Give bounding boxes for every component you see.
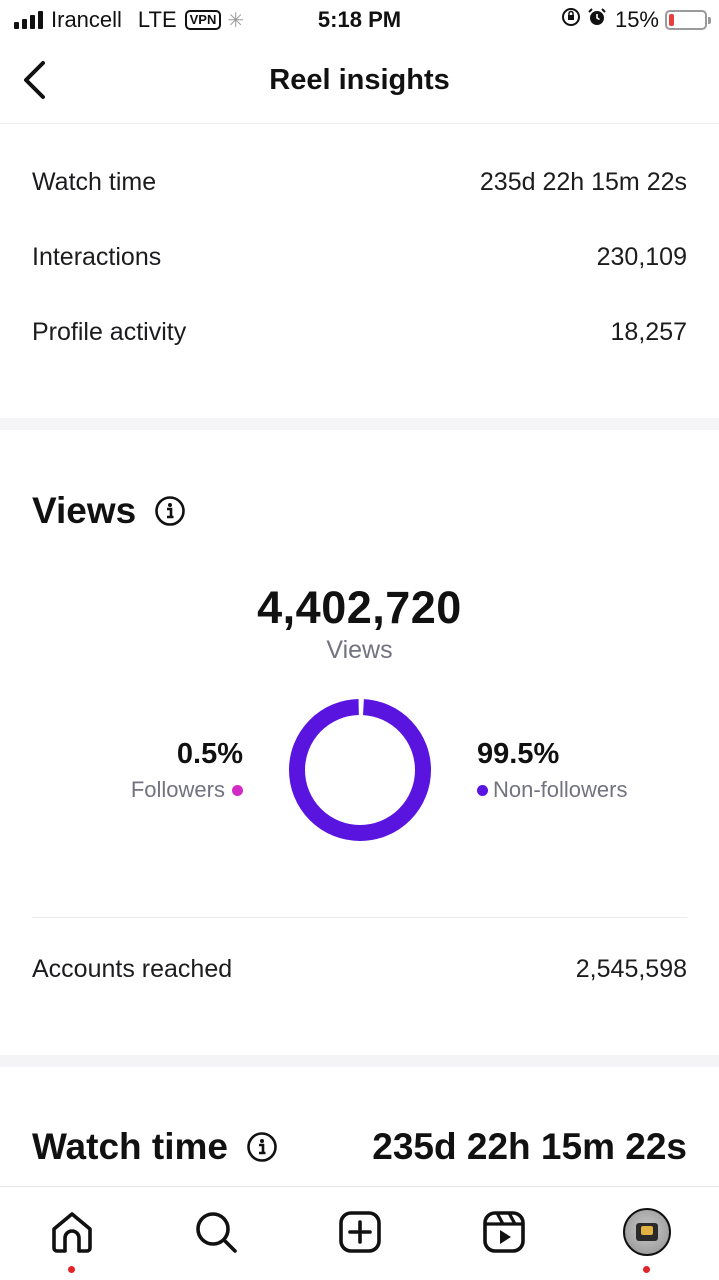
donut-segment-non-followers [289,699,431,841]
metric-value: 230,109 [596,243,687,271]
legend-followers: 0.5% Followers [131,738,243,803]
section-divider [0,418,719,430]
alarm-icon [587,7,607,33]
header: Reel insights [0,40,719,124]
followers-legend-label: Followers [131,777,243,803]
search-icon [196,1212,237,1253]
accounts-reached-row: Accounts reached 2,545,598 [32,955,687,984]
metric-row-interactions[interactable]: Interactions 230,109 [32,243,687,272]
watch-time-value: 235d 22h 15m 22s [372,1126,687,1167]
home-icon [52,1212,92,1253]
nav-home[interactable] [47,1207,97,1257]
metric-row-watch-time: Watch time 235d 22h 15m 22s [32,168,687,197]
reels-icon [483,1211,525,1253]
status-bar-left: Irancell LTE VPN ✳ [14,7,244,33]
followers-label: Followers [130,777,225,802]
non-followers-percent: 99.5% [477,738,560,770]
info-icon[interactable] [246,1131,278,1163]
profile-avatar [623,1208,671,1256]
metric-row-profile-activity[interactable]: Profile activity 18,257 [32,318,687,347]
views-total: 4,402,720 [257,582,462,633]
non-followers-color-dot [477,784,488,796]
watch-time-section-title: Watch time [32,1126,278,1168]
battery-icon [665,10,711,30]
nav-profile[interactable] [622,1207,672,1257]
activity-spinner-icon: ✳ [227,9,245,32]
watch-time-title: Watch time [32,1126,228,1167]
status-time: 5:18 PM [317,7,402,32]
create-icon [339,1211,381,1253]
battery-level-fill [669,14,674,26]
vpn-badge: VPN [184,10,222,30]
views-donut-chart [289,699,431,841]
divider-line [32,917,687,918]
metric-label: Interactions [32,243,162,271]
nav-reels[interactable] [479,1207,529,1257]
chevron-left-icon [24,61,45,99]
views-section-title: Views [32,490,186,532]
profile-notification-dot [643,1266,650,1273]
nav-search[interactable] [191,1207,241,1257]
carrier-name: Irancell [51,7,122,32]
followers-percent: 0.5% [176,738,243,770]
legend-non-followers: 99.5% Non-followers [477,738,628,803]
section-divider [0,1055,719,1067]
nav-create[interactable] [335,1207,385,1257]
page-title: Reel insights [269,64,450,96]
metric-value: 235d 22h 15m 22s [479,168,687,196]
network-type: LTE [137,7,177,32]
signal-icon [14,11,43,29]
followers-color-dot [232,784,243,796]
back-button[interactable] [14,58,54,102]
status-bar-right: 15% [561,7,711,33]
accounts-reached-value: 2,545,598 [575,955,687,983]
non-followers-label: Non-followers [493,777,628,802]
status-bar: Irancell LTE VPN ✳ 5:18 PM 15% [0,0,719,40]
views-title: Views [32,490,137,531]
views-caption: Views [326,636,393,664]
metric-label: Profile activity [32,318,187,346]
home-notification-dot [68,1266,75,1273]
metric-value: 18,257 [610,318,687,346]
battery-percent: 15% [614,7,659,32]
info-icon[interactable] [154,495,186,527]
bottom-nav [0,1186,719,1280]
accounts-reached-label: Accounts reached [32,955,233,983]
metric-label: Watch time [32,168,157,196]
orientation-lock-icon [561,7,581,33]
non-followers-legend-label: Non-followers [477,777,628,803]
